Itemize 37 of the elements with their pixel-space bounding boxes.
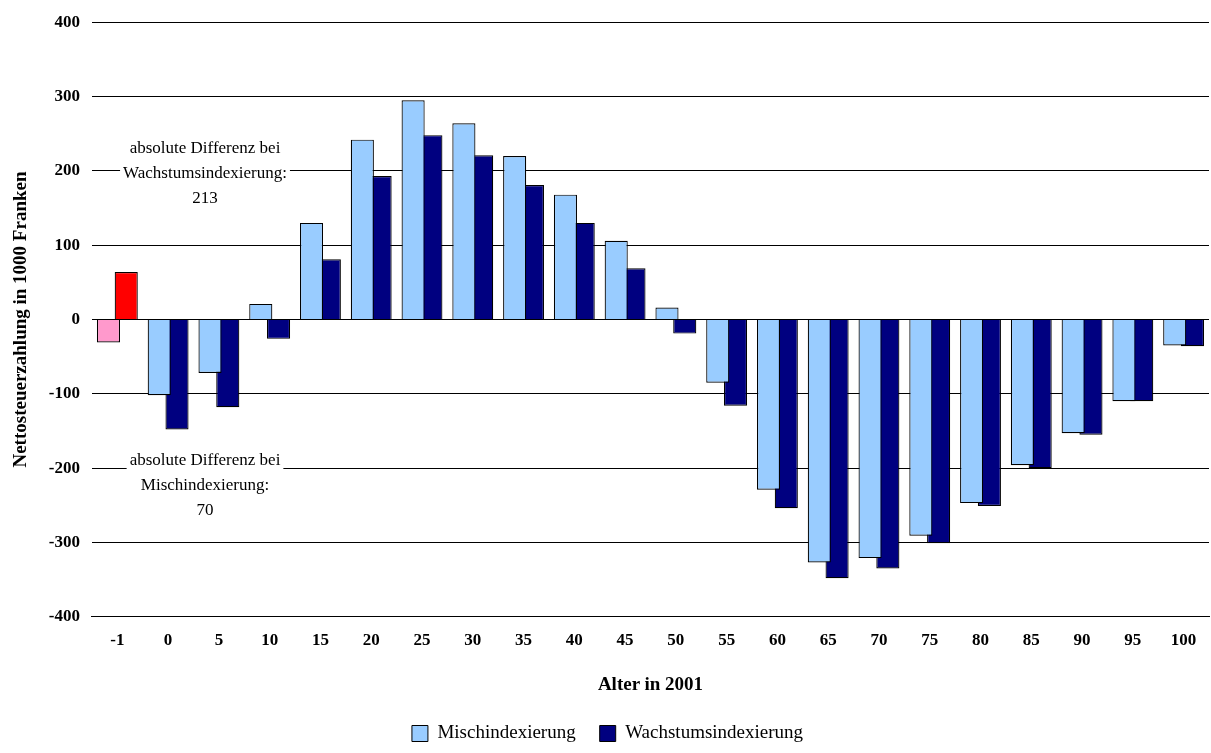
y-axis-title: Nettosteuerzahlung in 1000 Franken [9,171,31,468]
y-tick-label: 400 [54,11,80,31]
legend-label: Wachstumsindexierung [625,721,804,743]
x-tick-label: 60 [768,630,786,650]
x-tick-label: 5 [214,630,224,650]
x-tick-label: 75 [921,630,939,650]
x-tick-label: 85 [1022,630,1040,650]
y-tick-label: -200 [48,457,80,477]
x-tick-label: 70 [870,630,888,650]
x-tick-label: 20 [362,630,380,650]
annotation: absolute Differenz bei Mischindexierung: 70 [129,450,281,520]
y-tick-label: 0 [71,308,80,328]
x-tick-label: 55 [718,630,736,650]
x-tick-label: 45 [616,630,634,650]
x-tick-label: 50 [667,630,685,650]
x-tick-label: 65 [819,630,837,650]
y-tick-label: -400 [48,606,80,626]
x-tick-label: 95 [1124,630,1142,650]
x-tick-label: 15 [311,630,329,650]
x-tick-label: 25 [413,630,431,650]
y-tick-label: 100 [54,234,80,254]
y-tick-label: -100 [48,383,80,403]
y-tick-label: -300 [48,531,80,551]
x-tick-label: 100 [1170,630,1197,650]
x-tick-label: 80 [972,630,990,650]
x-tick-label: 30 [464,630,482,650]
x-tick-label: 90 [1073,630,1091,650]
y-tick-label: 200 [54,160,80,180]
legend-label: Mischindexierung [437,721,577,743]
x-tick-label: -1 [110,630,125,650]
x-axis-title: Alter in 2001 [597,672,704,694]
annotation: absolute Differenz bei Wachstumsindexierung: 213 [123,138,287,208]
x-tick-label: 0 [163,630,173,650]
x-tick-label: 10 [261,630,279,650]
y-tick-label: 300 [54,85,80,105]
x-tick-label: 40 [565,630,583,650]
x-tick-label: 35 [515,630,533,650]
